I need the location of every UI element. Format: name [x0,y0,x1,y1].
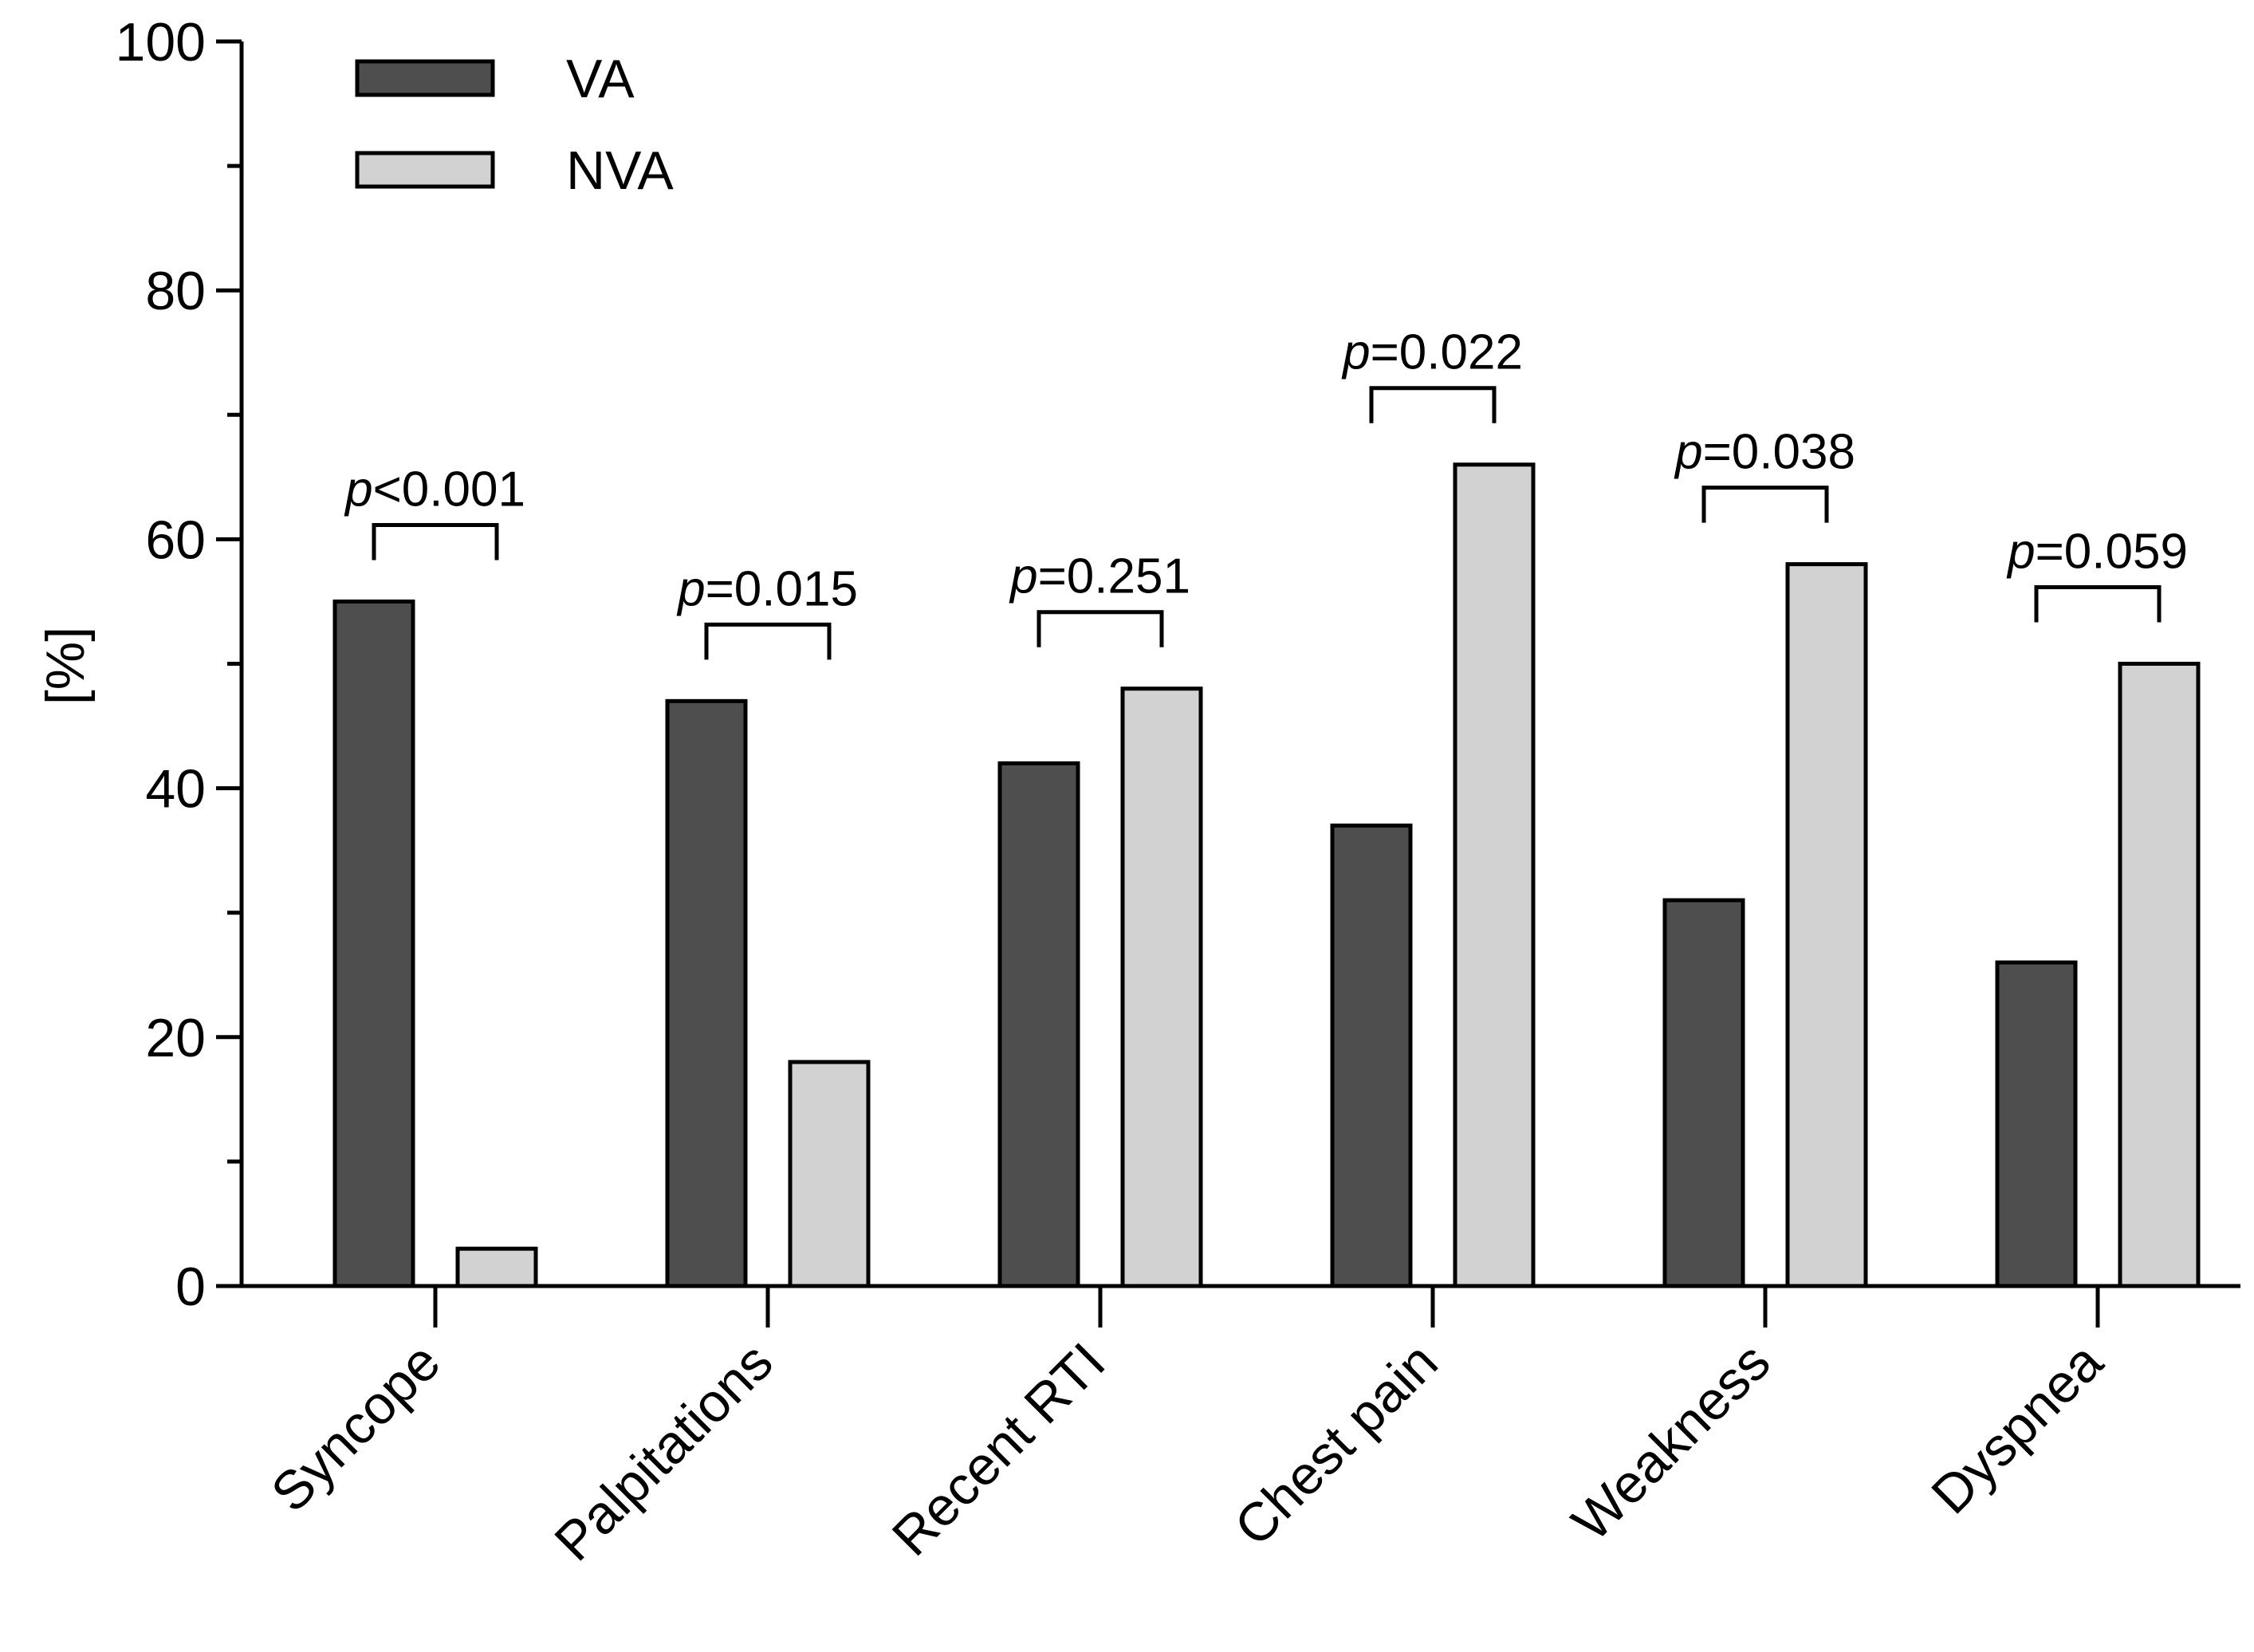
bar-nva-recent-rti [1120,686,1203,1288]
bar-va-recent-rti [997,761,1080,1288]
p-value-label: p=0.015 [676,561,858,616]
p-value-annotations: p<0.001 p=0.015 p=0.251 p=0.022 p=0.038 p=0.0… [344,325,2188,660]
bar-nva-dyspnea [2118,662,2201,1288]
p-value-bracket [1037,610,1164,647]
y-tick-label: 100 [116,12,206,73]
y-tick-label: 80 [145,261,206,321]
p-value-label: p=0.038 [1674,425,1855,480]
p-value-label: p<0.001 [344,462,525,517]
legend-swatch-va [355,59,495,97]
y-axis-label: [%] [35,627,96,705]
legend-label-va: VA [566,49,635,109]
bar-va-chest-pain [1330,823,1413,1288]
p-value-bracket [1369,386,1497,423]
p-value-bracket [704,622,832,660]
y-tick-label: 40 [145,759,206,820]
x-tick-label: Dyspnea [1920,1331,2114,1526]
p-value-label: p=0.059 [2006,525,2188,580]
bar-nva-weakness [1785,562,1868,1288]
x-tick-label: Weakness [1560,1331,1781,1552]
legend: VA NVA [355,49,674,201]
bar-va-palpitations [665,698,748,1288]
bar-nva-chest-pain [1453,462,1536,1288]
x-tick-label: Chest pain [1223,1331,1450,1558]
y-tick-label: 60 [145,509,206,570]
p-value-bracket [1701,486,1829,523]
p-value-bracket [372,522,499,560]
bar-va-dyspnea [1995,960,2078,1288]
x-tick-label: Palpitations [543,1331,784,1572]
y-tick-label: 0 [175,1257,206,1317]
bar-va-weakness [1662,898,1745,1288]
bar-nva-syncope [455,1246,538,1288]
bars [332,462,2201,1288]
p-value-label: p=0.251 [1009,549,1190,604]
legend-swatch-nva [355,151,495,189]
legend-label-nva: NVA [566,140,674,201]
x-tick-label: Syncope [260,1331,452,1524]
p-value-bracket [2034,585,2162,623]
x-tick-label: Recent RTI [881,1331,1117,1567]
p-value-label: p=0.022 [1341,325,1523,380]
bar-va-syncope [332,599,415,1288]
y-tick-label: 20 [145,1008,206,1068]
bar-nva-palpitations [788,1060,871,1288]
